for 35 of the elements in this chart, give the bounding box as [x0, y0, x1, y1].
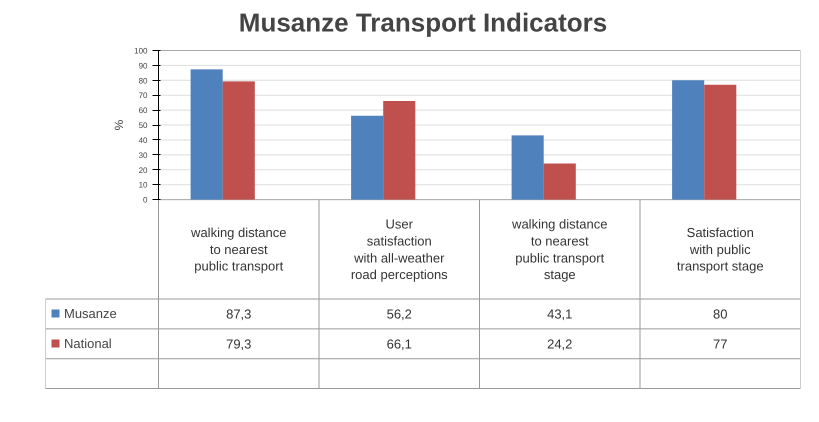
y-tick-label: 70	[138, 91, 148, 100]
bar	[351, 116, 384, 200]
y-tick-label: 40	[138, 136, 148, 145]
data-label: 56,2	[386, 306, 412, 322]
y-tick-label: 100	[134, 46, 148, 56]
x-tick-label: User satisfaction with all-weather road perceptions	[350, 216, 448, 282]
data-label: 80	[713, 306, 728, 322]
data-label: 66,1	[386, 336, 412, 352]
y-axis-title: %	[112, 119, 126, 130]
bar	[512, 135, 544, 200]
y-tick-label: 10	[138, 180, 148, 190]
data-label: 79,3	[226, 336, 252, 352]
x-tick-label: walking distance to nearest public transport	[190, 224, 286, 274]
y-tick-label: 50	[138, 121, 148, 130]
y-tick-label: 0	[143, 196, 148, 205]
bar	[190, 69, 223, 200]
bar	[222, 81, 255, 200]
data-label: 87,3	[226, 306, 252, 322]
bar	[544, 164, 576, 200]
y-tick-label: 90	[138, 61, 148, 70]
data-label: 77	[713, 336, 728, 352]
bar	[704, 84, 736, 200]
y-tick-label: 80	[138, 76, 148, 86]
x-tick-label: Satisfaction with public transport stage	[676, 224, 764, 274]
legend-label: National	[64, 334, 112, 352]
chart-title: Musanze Transport Indicators	[238, 8, 608, 38]
data-label: 43,1	[547, 306, 572, 322]
data-label: 24,2	[547, 336, 572, 352]
y-tick-label: 60	[138, 106, 148, 116]
bar	[383, 101, 416, 200]
x-tick-label: walking distance to nearest public transport stage	[511, 216, 608, 282]
bar	[672, 80, 704, 200]
y-tick-label: 30	[138, 150, 148, 160]
legend-label: Musanze	[64, 304, 117, 322]
y-tick-label: 20	[138, 166, 148, 175]
